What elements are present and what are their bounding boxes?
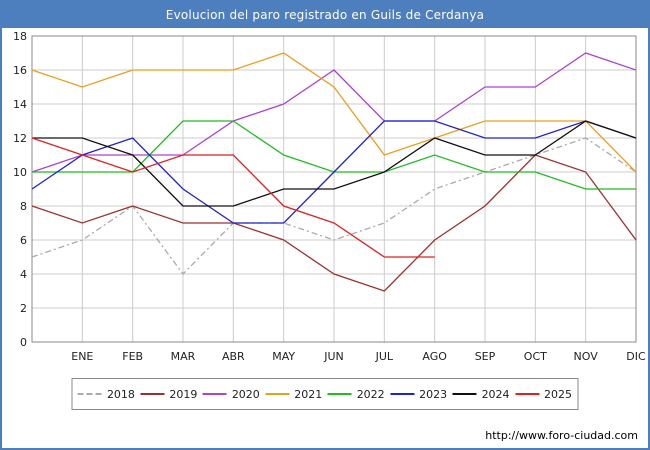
x-tick-label: ABR (222, 350, 245, 363)
legend: 2018 2019 2020 2021 2022 2023 2024 2025 (71, 378, 579, 410)
legend-item-2021: 2021 (265, 388, 322, 401)
unemployment-line-chart: 0 2 4 6 8 10 12 14 16 18 ENE FEB MAR ABR MAY JUN JUL AGO S… (13, 30, 646, 363)
x-tick-label: MAR (171, 350, 196, 363)
y-tick-label: 12 (13, 132, 27, 145)
legend-line-sample (140, 393, 165, 395)
legend-line-sample (452, 393, 477, 395)
legend-label: 2019 (169, 387, 198, 401)
legend-label: 2020 (231, 387, 260, 401)
series-line-2024 (32, 120, 637, 207)
legend-line-sample (390, 393, 415, 395)
legend-item-2018: 2018 (77, 387, 135, 401)
x-tick-label: JUN (323, 350, 344, 363)
y-tick-labels: 0 2 4 6 8 10 12 14 16 18 (13, 30, 27, 349)
x-tick-labels: ENE FEB MAR ABR MAY JUN JUL AGO SEP OCT NOV DIC (71, 350, 646, 363)
y-tick-label: 2 (20, 302, 27, 315)
legend-label: 2022 (356, 387, 385, 401)
x-tick-label: SEP (475, 350, 496, 363)
series-line-2023 (31, 120, 637, 224)
y-tick-label: 4 (20, 268, 27, 281)
legend-label: 2018 (106, 387, 135, 401)
legend-item-2023: 2023 (390, 388, 447, 401)
legend-line-sample (515, 393, 539, 395)
legend-label: 2023 (419, 387, 448, 401)
x-tick-label: AGO (422, 350, 447, 363)
legend-label: 2024 (481, 387, 510, 401)
y-tick-label: 10 (13, 166, 27, 179)
y-tick-label: 16 (13, 64, 27, 77)
legend-item-2020: 2020 (202, 387, 260, 401)
legend-line-sample (77, 393, 102, 395)
x-tick-label: JUL (375, 350, 394, 363)
x-tick-label: NOV (574, 350, 599, 363)
legend-label: 2025 (544, 387, 572, 401)
x-tick-label: DIC (626, 350, 646, 363)
y-tick-label: 8 (20, 200, 27, 213)
x-tick-label: MAY (272, 350, 295, 363)
legend-item-2025: 2025 (515, 388, 572, 401)
legend-item-2022: 2022 (327, 387, 385, 401)
legend-line-sample (202, 393, 227, 395)
legend-label: 2021 (294, 387, 323, 401)
x-tick-label: OCT (524, 350, 547, 363)
y-tick-label: 18 (13, 30, 27, 43)
legend-item-2024: 2024 (452, 387, 510, 401)
legend-line-sample (327, 393, 352, 395)
series-line-2021 (31, 52, 637, 173)
y-tick-label: 0 (20, 336, 27, 349)
x-tick-label: FEB (122, 350, 143, 363)
x-tick-label: ENE (71, 350, 93, 363)
series-lines (31, 52, 637, 292)
legend-line-sample (265, 393, 290, 395)
chart-title: Evolucion del paro registrado en Guils d… (2, 2, 648, 28)
y-tick-label: 6 (20, 234, 27, 247)
y-tick-label: 14 (13, 98, 27, 111)
legend-item-2019: 2019 (140, 388, 197, 401)
source-url[interactable]: http://www.foro-ciudad.com (485, 429, 638, 442)
series-line-2025 (31, 137, 435, 258)
